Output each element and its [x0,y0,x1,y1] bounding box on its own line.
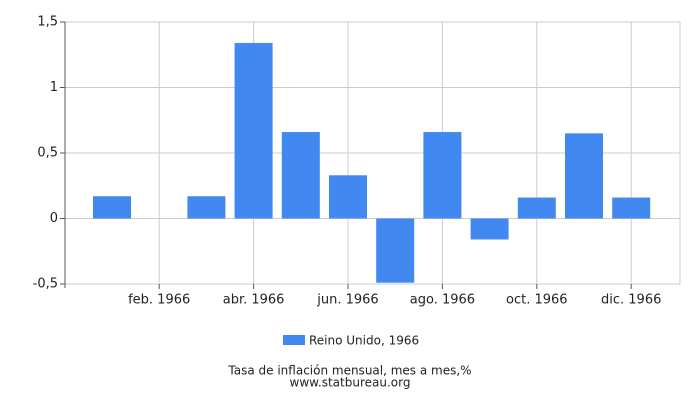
legend-label: Reino Unido, 1966 [309,334,419,348]
y-tick-label: 1,5 [37,15,58,30]
bar [187,196,226,219]
bar [612,197,651,219]
bar [470,218,509,240]
x-tick-label: jun. 1966 [316,293,378,308]
bar [565,133,603,219]
bar [329,175,367,219]
bar [517,197,556,219]
y-tick-label: 0,5 [37,146,58,161]
bar [376,218,415,283]
y-tick-label: 0 [50,211,58,226]
x-tick-label: dic. 1966 [601,293,661,308]
bar [423,132,462,219]
bar [281,132,320,219]
legend-swatch [283,335,305,345]
x-tick-label: feb. 1966 [128,293,190,308]
source: www.statbureau.org [290,376,411,390]
x-tick-label: abr. 1966 [223,293,285,308]
chart-title: Tasa de inflación mensual, mes a mes,% [227,364,471,378]
bar [93,196,131,219]
x-tick-label: oct. 1966 [506,293,568,308]
y-tick-label: 1 [50,80,58,95]
bar [234,42,273,219]
y-tick-label: -0,5 [33,277,58,292]
x-tick-label: ago. 1966 [410,293,475,308]
